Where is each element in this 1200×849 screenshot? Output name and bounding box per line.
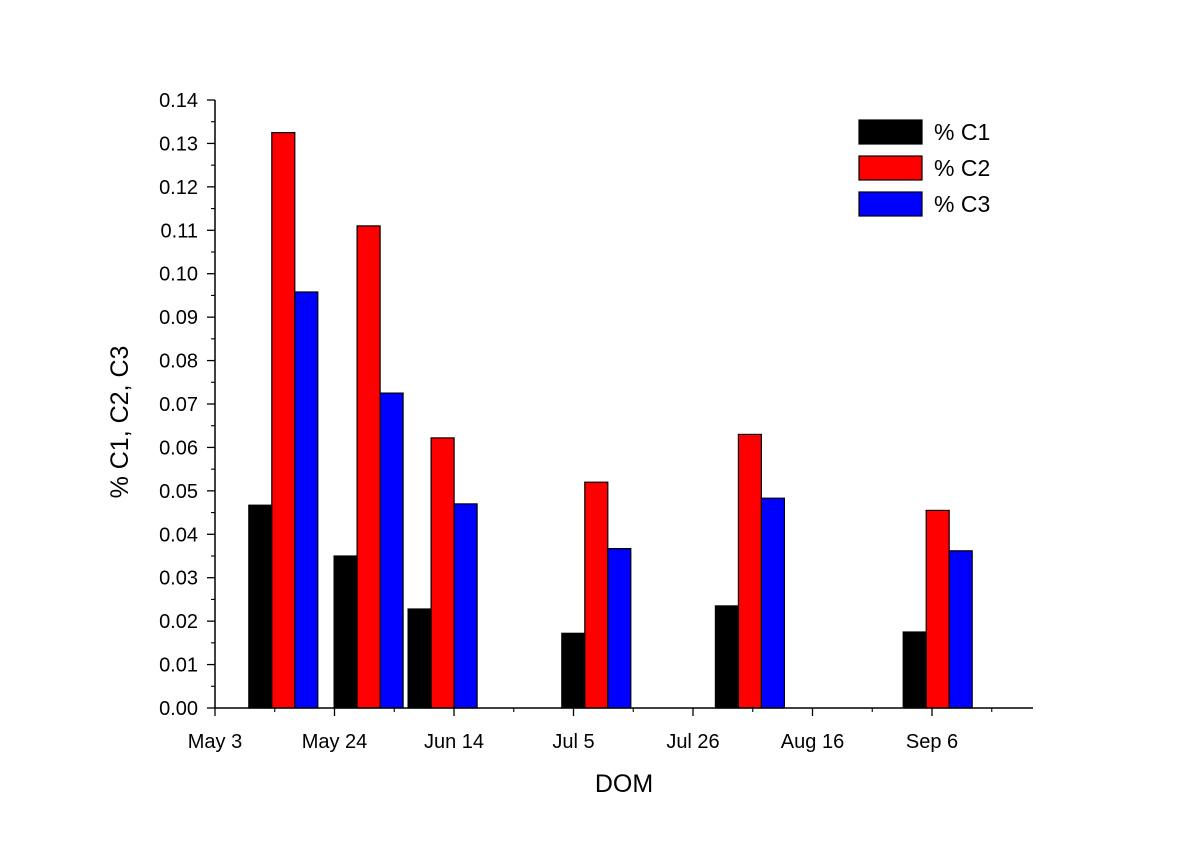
- y-tick-label: 0.12: [159, 177, 198, 199]
- legend-swatch-3: [858, 191, 923, 217]
- x-tick-label: Jun 14: [424, 731, 484, 753]
- bar-3-series-3: [453, 503, 478, 709]
- bar-5-series-2: [737, 433, 763, 709]
- x-tick-label: Jul 5: [552, 731, 594, 753]
- bars-layer: [248, 132, 973, 709]
- y-tick-label: 0.04: [159, 524, 198, 546]
- y-ticks: 0.00 0.01 0.02 0.03 0.04 0.05 0.06 0.07 0.08 0.09…: [159, 90, 215, 720]
- legend-label-2: % C2: [934, 155, 990, 181]
- y-tick-label: 0.05: [159, 481, 198, 503]
- y-tick-label: 0.00: [159, 698, 198, 720]
- bar-2-series-1: [333, 555, 358, 709]
- bar-2-series-2: [356, 225, 381, 709]
- y-tick-label: 0.13: [159, 133, 198, 155]
- bar-4-series-2: [584, 481, 609, 709]
- x-tick-label: May 3: [188, 731, 242, 753]
- y-tick-label: 0.03: [159, 568, 198, 590]
- bar-4-series-3: [607, 547, 632, 709]
- y-axis-title: % C1, C2, C3: [106, 346, 134, 499]
- y-tick-label: 0.06: [159, 437, 198, 459]
- x-tick-label: Jul 26: [666, 731, 719, 753]
- legend-label-1: % C1: [934, 119, 990, 145]
- bar-2-series-3: [379, 392, 404, 709]
- legend: % C1 % C2 % C3: [858, 119, 990, 217]
- bar-6-series-1: [902, 631, 927, 709]
- y-tick-label: 0.02: [159, 611, 198, 633]
- y-tick-label: 0.09: [159, 307, 198, 329]
- bar-3-series-2: [430, 437, 455, 709]
- legend-label-3: % C3: [934, 191, 990, 217]
- legend-swatch-1: [858, 119, 923, 145]
- y-tick-label: 0.01: [159, 655, 198, 677]
- x-tick-label: Aug 16: [781, 731, 844, 753]
- bar-6-series-3: [948, 550, 973, 709]
- y-tick-label: 0.08: [159, 351, 198, 373]
- y-tick-label: 0.14: [159, 90, 198, 112]
- legend-swatch-2: [858, 155, 923, 181]
- bar-5-series-1: [714, 605, 740, 709]
- y-tick-label: 0.10: [159, 264, 198, 286]
- bar-3-series-1: [407, 608, 432, 709]
- bar-5-series-3: [760, 497, 786, 709]
- bar-1-series-2: [271, 132, 296, 709]
- bar-1-series-1: [248, 504, 273, 709]
- x-axis-title: DOM: [595, 770, 653, 798]
- bar-4-series-1: [561, 632, 586, 709]
- y-tick-label: 0.11: [161, 220, 198, 242]
- bar-6-series-2: [925, 509, 950, 709]
- bar-1-series-3: [294, 291, 319, 709]
- x-tick-label: Sep 6: [906, 731, 958, 753]
- y-tick-label: 0.07: [159, 394, 198, 416]
- x-ticks: May 3 May 24 Jun 14 Jul 5 Jul 26 Aug 16 Sep 6: [188, 708, 993, 753]
- x-tick-label: May 24: [302, 731, 368, 753]
